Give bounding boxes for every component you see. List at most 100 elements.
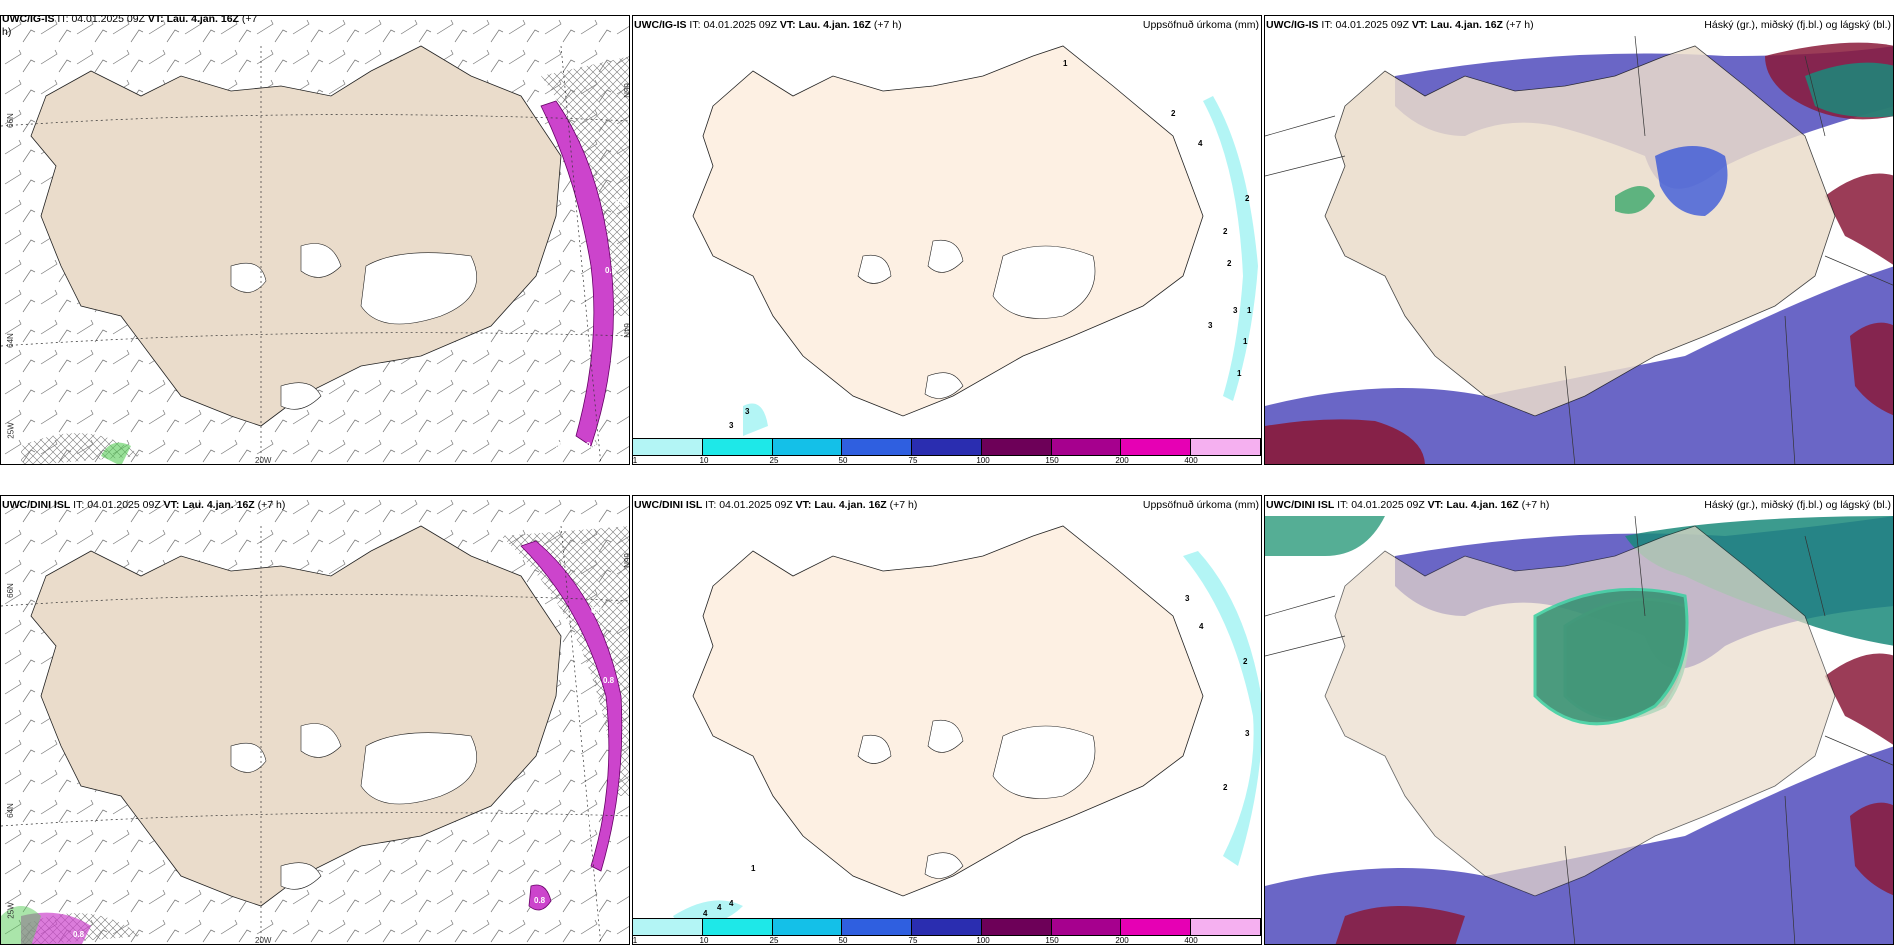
panel-bottom-right: UWC/DINI ISL IT: 04.01.2025 09Z VT: Lau.… — [1264, 495, 1894, 945]
colorbar-tick: 10 — [699, 456, 709, 465]
contour-number: 1 — [751, 864, 756, 873]
contour-number: 4 — [1198, 139, 1203, 148]
model-name: UWC/IG-IS — [634, 19, 687, 31]
contour-number: 3 — [1245, 729, 1250, 738]
colorbar-cell — [772, 919, 843, 935]
contour-number: 2 — [1223, 227, 1228, 236]
contour-number: 3 — [1185, 594, 1190, 603]
lat-label: 65N — [621, 83, 630, 98]
wind-map-bottom-left — [1, 496, 629, 944]
colorbar-tick: 200 — [1115, 936, 1129, 945]
colorbar-cell — [842, 919, 913, 935]
colorbar-cell — [1121, 439, 1192, 455]
panel-bottom-left: 66N 64N 66N 25W 20W 0.8 0.8 0.8 0.8 0.8 … — [0, 495, 630, 945]
lat-label: 66N — [5, 113, 15, 128]
colorbar-tick: 50 — [838, 456, 848, 465]
colorbar-tick: 200 — [1115, 456, 1129, 465]
colorbar-tick: 1 — [632, 936, 638, 945]
panel-title: UWC/DINI ISL IT: 04.01.2025 09Z VT: Lau.… — [1266, 499, 1549, 512]
colorbar-ticks: 1 10 25 50 75 100 150 200 400 — [633, 456, 1261, 465]
vt-label: VT: — [1427, 499, 1444, 511]
colorbar-cell — [842, 439, 913, 455]
cloud-map-bottom — [1265, 496, 1893, 944]
model-name: UWC/IG-IS — [1266, 19, 1319, 31]
model-name: UWC/DINI ISL — [1266, 499, 1335, 511]
colorbar-cell — [981, 439, 1052, 455]
colorbar-cells — [633, 438, 1261, 456]
colorbar-tick: 75 — [908, 456, 918, 465]
colorbar-cell — [981, 919, 1052, 935]
lon-label: 20W — [255, 936, 272, 945]
vt-label: VT: — [147, 15, 164, 25]
lon-label: 25W — [6, 902, 16, 919]
lead-time: (+7 h) — [1521, 499, 1550, 511]
contour-number: 2 — [1227, 259, 1232, 268]
colorbar-cell — [633, 439, 703, 455]
lat-label: 64N — [5, 333, 15, 348]
colorbar-tick: 400 — [1184, 936, 1198, 945]
contour-number: 3 — [1233, 306, 1238, 315]
colorbar-cell — [772, 439, 843, 455]
contour-number: 3 — [1208, 321, 1213, 330]
colorbar-cell — [912, 439, 982, 455]
colorbar-tick: 100 — [976, 456, 990, 465]
colorbar-cell — [1051, 919, 1122, 935]
value-label: 0.8 — [73, 930, 85, 939]
contour-number: 2 — [1223, 783, 1228, 792]
valid-time: Lau. 4.jan. 16Z — [182, 499, 255, 511]
model-name: UWC/DINI ISL — [634, 499, 703, 511]
panel-title: UWC/IG-IS IT: 04.01.2025 09Z VT: Lau. 4.… — [2, 15, 257, 39]
contour-number: 4 — [717, 903, 722, 912]
contour-number: 1 — [1243, 337, 1248, 346]
colorbar-cell — [912, 919, 982, 935]
colorbar-cell — [702, 439, 773, 455]
colorbar-tick: 25 — [769, 936, 779, 945]
lat-label: 66N — [621, 553, 630, 568]
value-label: 0.8 — [586, 441, 598, 450]
valid-time: Lau. 4.jan. 16Z — [1430, 19, 1503, 31]
vt-label: VT: — [795, 499, 812, 511]
contour-number: 4 — [1199, 622, 1204, 631]
colorbar-tick: 150 — [1045, 456, 1059, 465]
contour-number: 1 — [1247, 306, 1252, 315]
it-label: IT: — [57, 15, 69, 25]
lead-time: (+7 h) — [1505, 19, 1534, 31]
colorbar-cell — [702, 919, 773, 935]
lead-time: (+7 h) — [889, 499, 918, 511]
field-title: Uppsöfnuð úrkoma (mm) — [1142, 19, 1259, 31]
panel-top-left: 66N 64N 65N 64N 25W 20W 0.8 0.8 0.8 0.8 … — [0, 15, 630, 465]
contour-number: 1 — [1237, 369, 1242, 378]
model-name: UWC/IG-IS — [2, 15, 55, 25]
valid-time: Lau. 4.jan. 16Z — [798, 19, 871, 31]
lon-label: 25W — [6, 422, 16, 439]
contour-number: 3 — [745, 407, 750, 416]
cloud-map-top — [1265, 16, 1893, 464]
it-label: IT: — [1337, 499, 1349, 511]
lead-time: (+7 h) — [257, 499, 286, 511]
contour-number: 4 — [703, 909, 708, 918]
init-time: 04.01.2025 09Z — [87, 499, 161, 511]
init-time: 04.01.2025 09Z — [1335, 19, 1409, 31]
field-title: Háský (gr.), miðský (fj.bl.) og lágský (… — [1704, 19, 1891, 31]
panel-bottom-mid: 3 4 2 3 2 1 4 4 4 UWC/DINI ISL IT: 04.01… — [632, 495, 1262, 945]
colorbar-tick: 25 — [769, 456, 779, 465]
lat-label: 66N — [5, 583, 15, 598]
panel-title: UWC/IG-IS IT: 04.01.2025 09Z VT: Lau. 4.… — [634, 19, 902, 32]
colorbar-cell — [1191, 439, 1261, 455]
panel-title: UWC/DINI ISL IT: 04.01.2025 09Z VT: Lau.… — [634, 499, 917, 512]
vt-label: VT: — [779, 19, 796, 31]
value-label: 0.8 — [591, 606, 603, 615]
colorbar-tick: 10 — [699, 936, 709, 945]
vt-label: VT: — [163, 499, 180, 511]
panel-top-right: UWC/IG-IS IT: 04.01.2025 09Z VT: Lau. 4.… — [1264, 15, 1894, 465]
precip-map-top: 1 2 4 2 2 2 3 3 1 1 1 3 3 — [692, 45, 1258, 436]
wind-map-top-left — [1, 16, 629, 464]
contour-number: 4 — [729, 899, 734, 908]
lat-label: 64N — [621, 323, 630, 338]
lon-label: 20W — [255, 456, 272, 465]
valid-time: Lau. 4.jan. 16Z — [166, 15, 239, 25]
colorbar-tick: 400 — [1184, 456, 1198, 465]
field-title: Háský (gr.), miðský (fj.bl.) og lágský (… — [1704, 499, 1891, 511]
colorbar-tick: 150 — [1045, 936, 1059, 945]
panel-title: UWC/DINI ISL IT: 04.01.2025 09Z VT: Lau.… — [2, 499, 285, 512]
